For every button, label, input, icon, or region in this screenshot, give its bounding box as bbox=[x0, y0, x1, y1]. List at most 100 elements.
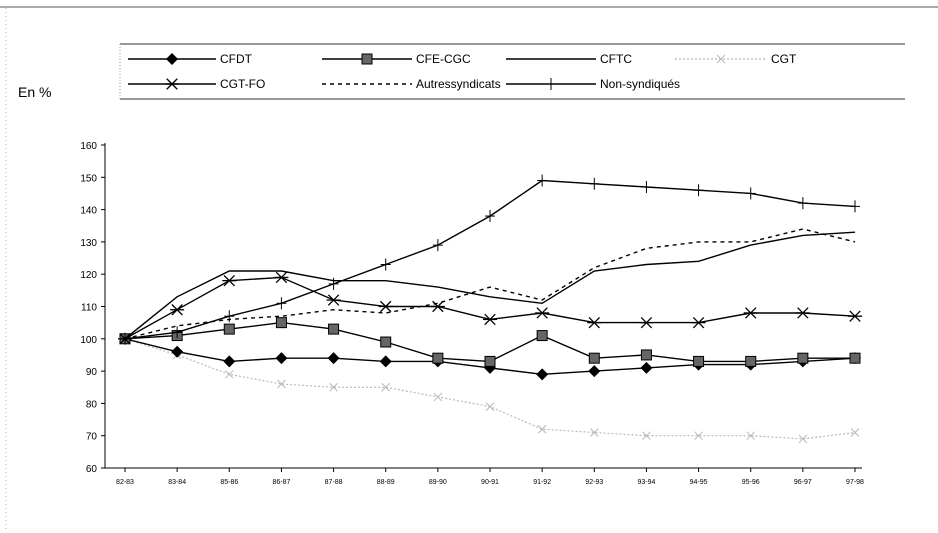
x-marker bbox=[798, 434, 808, 444]
square-marker bbox=[380, 336, 392, 348]
y-tick-label: 160 bbox=[80, 141, 97, 152]
star-marker bbox=[484, 313, 496, 326]
star-marker bbox=[640, 316, 653, 329]
data-point bbox=[277, 379, 286, 389]
y-tick-label: 60 bbox=[86, 464, 98, 475]
legend-item: CGT bbox=[675, 52, 797, 66]
legend-item: Non-syndiqués bbox=[506, 77, 680, 91]
x-tick-label: 91-92 bbox=[533, 479, 551, 486]
x-tick-label: 86-87 bbox=[272, 479, 290, 486]
data-point bbox=[589, 428, 599, 437]
diamond-marker bbox=[588, 365, 601, 378]
diamond-marker bbox=[223, 355, 236, 368]
data-point bbox=[795, 307, 810, 319]
series-line bbox=[124, 179, 856, 340]
data-point bbox=[537, 174, 548, 187]
legend-item: CFTC bbox=[506, 52, 632, 66]
legend-label: CGT bbox=[771, 52, 797, 66]
data-point bbox=[222, 274, 237, 287]
chart-decoration bbox=[0, 6, 938, 530]
x-tick-label: 95-96 bbox=[742, 479, 760, 486]
data-point bbox=[485, 210, 495, 223]
x-tick-label: 82-83 bbox=[116, 479, 134, 486]
data-point bbox=[641, 180, 652, 193]
data-point bbox=[850, 428, 860, 437]
star-marker bbox=[692, 316, 705, 329]
data-point bbox=[745, 187, 756, 200]
data-point bbox=[588, 365, 601, 378]
data-point bbox=[536, 368, 549, 381]
legend: CFDT CFE-CGC CFTC CGT CGT-FO Autressyndicats N… bbox=[119, 43, 905, 100]
axes: 60 70 80 90 100 110 120 130 140 150 160 82-83 83-84 8… bbox=[80, 141, 864, 486]
data-point bbox=[120, 332, 130, 345]
data-point bbox=[274, 271, 289, 284]
data-point bbox=[328, 323, 340, 335]
data-point bbox=[797, 352, 809, 364]
series-cftc bbox=[124, 231, 856, 340]
square-marker bbox=[849, 352, 861, 364]
diamond-marker bbox=[171, 345, 184, 358]
data-point bbox=[745, 355, 757, 367]
data-point bbox=[433, 392, 443, 402]
data-point bbox=[537, 424, 547, 434]
data-point bbox=[693, 184, 704, 197]
data-point bbox=[746, 431, 756, 441]
series-lines bbox=[118, 174, 862, 444]
y-tick-label: 130 bbox=[80, 238, 97, 249]
x-tick-label: 83-84 bbox=[168, 479, 186, 486]
data-point bbox=[694, 431, 703, 441]
data-point bbox=[849, 352, 861, 364]
square-marker bbox=[432, 352, 444, 364]
series-line bbox=[124, 228, 856, 340]
data-point bbox=[716, 54, 726, 64]
series-cgt-fo bbox=[118, 271, 862, 345]
data-point bbox=[639, 316, 654, 329]
x-marker bbox=[746, 431, 756, 441]
legend-label: Non-syndiqués bbox=[600, 77, 680, 91]
y-axis-label: En % bbox=[18, 84, 52, 100]
x-tick-label: 89-90 bbox=[429, 479, 447, 486]
star-marker bbox=[223, 274, 235, 287]
data-point bbox=[223, 355, 236, 368]
square-marker bbox=[536, 330, 548, 342]
square-marker bbox=[693, 355, 705, 367]
x-marker bbox=[589, 428, 599, 437]
x-marker bbox=[277, 379, 286, 389]
x-tick-label: 85-86 bbox=[220, 479, 238, 486]
x-marker bbox=[485, 402, 495, 411]
data-point bbox=[381, 382, 391, 392]
x-marker bbox=[433, 392, 443, 402]
legend-item: CGT-FO bbox=[128, 77, 265, 91]
legend-label: CFDT bbox=[220, 52, 253, 66]
star-marker bbox=[275, 271, 288, 284]
data-point bbox=[640, 361, 653, 374]
legend-label: CFTC bbox=[600, 52, 632, 66]
x-marker bbox=[381, 382, 391, 392]
x-marker bbox=[224, 369, 234, 379]
data-point bbox=[275, 352, 288, 365]
data-point bbox=[546, 78, 556, 90]
x-tick-label: 90-91 bbox=[481, 479, 499, 486]
legend-label: CGT-FO bbox=[220, 77, 265, 91]
x-tick-label: 96-97 bbox=[794, 479, 812, 486]
square-marker bbox=[223, 323, 235, 335]
star-marker bbox=[849, 310, 861, 322]
y-tick-label: 100 bbox=[80, 335, 97, 346]
x-tick-label: 93-94 bbox=[637, 479, 655, 486]
data-point bbox=[276, 297, 287, 310]
data-point bbox=[850, 200, 860, 213]
series-cfe-cgc bbox=[119, 317, 861, 367]
data-point bbox=[172, 326, 183, 339]
x-marker bbox=[716, 54, 726, 64]
diamond-marker bbox=[379, 355, 392, 368]
x-marker bbox=[642, 431, 651, 441]
y-tick-label: 120 bbox=[80, 270, 97, 281]
data-point bbox=[223, 323, 235, 335]
y-tick-label: 70 bbox=[86, 432, 98, 443]
data-point bbox=[483, 313, 497, 326]
data-point bbox=[797, 197, 808, 210]
legend-label: Autressyndicats bbox=[416, 77, 501, 91]
diamond-marker bbox=[640, 361, 653, 374]
legend-label: CFE-CGC bbox=[416, 52, 471, 66]
